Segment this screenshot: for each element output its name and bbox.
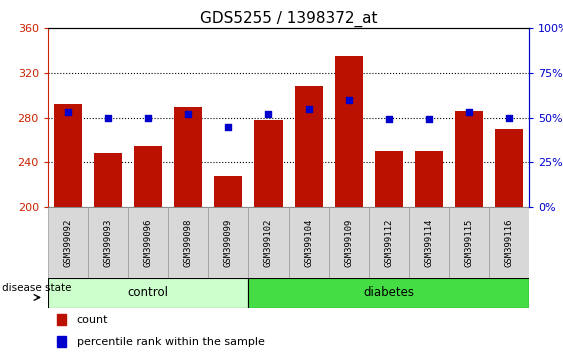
Bar [329, 207, 369, 278]
Bar [134, 145, 162, 207]
Bar [288, 207, 329, 278]
Bar [57, 314, 66, 325]
Bar [128, 207, 168, 278]
Text: GSM399099: GSM399099 [224, 218, 233, 267]
Bar [449, 207, 489, 278]
Bar [54, 104, 82, 207]
Point [144, 115, 153, 121]
Text: GSM399102: GSM399102 [264, 218, 273, 267]
Bar [57, 336, 66, 347]
Bar [254, 120, 283, 207]
Bar [248, 278, 529, 308]
Bar [215, 176, 243, 207]
Point [425, 117, 434, 122]
Bar [334, 56, 363, 207]
Point [64, 109, 73, 115]
Text: GSM399109: GSM399109 [344, 218, 353, 267]
Text: GSM399096: GSM399096 [144, 218, 153, 267]
Bar [375, 151, 403, 207]
Bar [48, 278, 248, 308]
Text: GSM399115: GSM399115 [464, 218, 473, 267]
Bar [409, 207, 449, 278]
Bar [168, 207, 208, 278]
Point [504, 115, 513, 121]
Bar [489, 207, 529, 278]
Point [184, 111, 193, 117]
Bar [88, 207, 128, 278]
Point [264, 111, 273, 117]
Text: GSM399093: GSM399093 [104, 218, 113, 267]
Text: diabetes: diabetes [363, 286, 414, 299]
Bar [495, 129, 523, 207]
Bar [415, 151, 443, 207]
Bar [94, 154, 122, 207]
Bar [455, 111, 483, 207]
Point [224, 124, 233, 130]
Bar [294, 86, 323, 207]
Text: GSM399114: GSM399114 [425, 218, 434, 267]
Text: control: control [128, 286, 169, 299]
Bar [248, 207, 288, 278]
Text: percentile rank within the sample: percentile rank within the sample [77, 337, 265, 347]
Text: GSM399112: GSM399112 [385, 218, 394, 267]
Title: GDS5255 / 1398372_at: GDS5255 / 1398372_at [200, 11, 377, 27]
Text: GSM399104: GSM399104 [304, 218, 313, 267]
Point [385, 117, 394, 122]
Text: GSM399098: GSM399098 [184, 218, 193, 267]
Bar [208, 207, 248, 278]
Bar [369, 207, 409, 278]
Point [344, 97, 353, 103]
Point [104, 115, 113, 121]
Point [464, 109, 473, 115]
Text: disease state: disease state [2, 284, 72, 293]
Text: GSM399116: GSM399116 [504, 218, 513, 267]
Text: count: count [77, 315, 108, 325]
Point [304, 106, 313, 112]
Bar [174, 107, 202, 207]
Text: GSM399092: GSM399092 [64, 218, 73, 267]
Bar [48, 207, 88, 278]
